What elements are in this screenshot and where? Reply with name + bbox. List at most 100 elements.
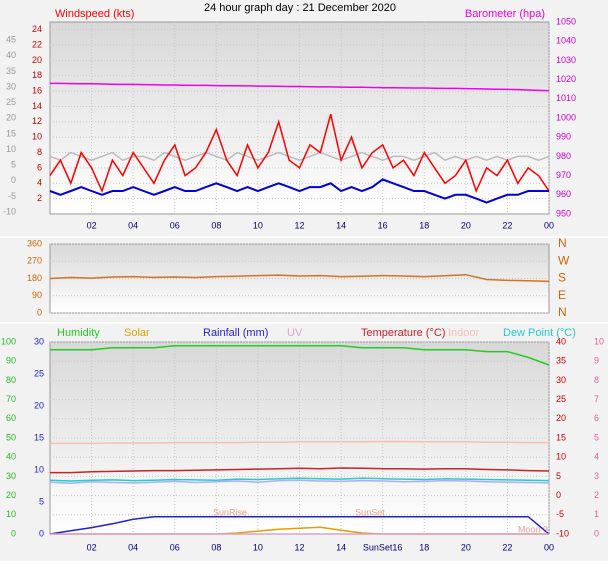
legend-label: Solar	[124, 327, 150, 339]
y-tick-label: 14	[32, 101, 42, 111]
y-tick-label: 16	[32, 85, 42, 95]
x-tick-label: 06	[170, 542, 180, 552]
y-tick-label: 60	[6, 413, 16, 423]
x-tick-label: 00	[544, 542, 554, 552]
y2-tick-label: 1040	[556, 36, 576, 46]
y3-tick-label: 0	[11, 175, 16, 185]
y3-tick-label: -5	[556, 509, 564, 519]
y2-tick-label: 960	[556, 189, 571, 199]
y4-tick-label: 8	[594, 375, 599, 385]
x-tick-label: 04	[128, 220, 138, 230]
x-tick-label: 20	[461, 220, 471, 230]
y-tick-label: 180	[27, 273, 42, 283]
legend-label: Rainfall (mm)	[203, 327, 268, 339]
y3-tick-label: 5	[556, 471, 561, 481]
y-tick-label: 30	[6, 471, 16, 481]
x-tick-label: 10	[253, 542, 263, 552]
y4-tick-label: 3	[594, 471, 599, 481]
y2-tick-label: 1000	[556, 112, 576, 122]
x-tick-label: 06	[170, 220, 180, 230]
legend-label: UV	[287, 327, 303, 339]
y-tick-label: 8	[37, 147, 42, 157]
y3-tick-label: 25	[556, 394, 566, 404]
y2-tick-label: W	[558, 253, 570, 267]
y3-tick-label: 10	[6, 144, 16, 154]
y-tick-label: 0	[11, 528, 16, 538]
y-tick-label: 360	[27, 238, 42, 248]
x-tick-label: 00	[544, 220, 554, 230]
y3-tick-label: 35	[556, 356, 566, 366]
y3-tick-label: 15	[6, 128, 16, 138]
y-tick-label: 6	[37, 162, 42, 172]
series-line	[50, 440, 549, 445]
y3-tick-label: 20	[6, 113, 16, 123]
y2-tick-label: 25	[34, 368, 44, 378]
y2-tick-label: 990	[556, 132, 571, 142]
y2-tick-label: N	[558, 305, 567, 319]
series-line	[49, 178, 549, 204]
y2-tick-label: 5	[39, 496, 44, 506]
y2-tick-label: 30	[34, 336, 44, 346]
x-tick-label: 10	[253, 220, 263, 230]
y2-tick-label: S	[558, 271, 566, 285]
y-tick-label: 18	[32, 70, 42, 80]
y2-tick-label: 10	[34, 464, 44, 474]
x-tick-label: 02	[87, 542, 97, 552]
y3-tick-label: 5	[11, 160, 16, 170]
y-tick-label: 0	[37, 307, 42, 317]
y2-tick-label: 1050	[556, 16, 576, 26]
x-tick-label: 14	[336, 220, 346, 230]
y3-tick-label: 45	[6, 35, 16, 45]
y-tick-label: 80	[6, 375, 16, 385]
y2-tick-label: 970	[556, 170, 571, 180]
legend-label: Barometer (hpa)	[465, 8, 545, 20]
x-tick-label: 20	[461, 542, 471, 552]
x-tick-label: 12	[294, 542, 304, 552]
chart-title: 24 hour graph day : 21 December 2020	[204, 2, 396, 14]
x-tick-label: 12	[294, 220, 304, 230]
x-tick-label: 16	[378, 220, 388, 230]
x-tick-label: 14	[336, 542, 346, 552]
y3-tick-label: 40	[556, 336, 566, 346]
series-line	[49, 273, 550, 283]
y4-tick-label: 2	[594, 490, 599, 500]
series-line	[49, 515, 550, 535]
y-tick-label: 100	[1, 336, 16, 346]
y-tick-label: 24	[32, 24, 42, 34]
x-tick-label: 18	[419, 220, 429, 230]
series-line	[49, 114, 550, 194]
y-tick-label: 270	[27, 256, 42, 266]
y-tick-label: 90	[32, 290, 42, 300]
y4-tick-label: 4	[594, 452, 599, 462]
y-tick-label: 2	[37, 193, 42, 203]
annotation: SunRise	[213, 507, 247, 517]
legend-label: Indoor	[448, 327, 480, 339]
y2-tick-label: 0	[39, 528, 44, 538]
legend-label: Dew Point (°C)	[503, 327, 576, 339]
y3-tick-label: 0	[556, 490, 561, 500]
y2-tick-label: 950	[556, 208, 571, 218]
y-tick-label: 50	[6, 432, 16, 442]
annotation: Moon 9	[518, 524, 548, 534]
x-tick-label: 08	[211, 542, 221, 552]
series-line	[50, 82, 550, 92]
y2-tick-label: 1010	[556, 93, 576, 103]
y3-tick-label: -10	[556, 528, 569, 538]
y-tick-label: 10	[32, 132, 42, 142]
x-tick-label: 18	[419, 542, 429, 552]
y4-tick-label: 6	[594, 413, 599, 423]
y2-tick-label: 20	[34, 400, 44, 410]
y2-tick-label: E	[558, 288, 566, 302]
y4-tick-label: 0	[594, 528, 599, 538]
series-line	[49, 477, 550, 482]
x-tick-label: 02	[87, 220, 97, 230]
y2-tick-label: 1020	[556, 74, 576, 84]
y3-tick-label: 10	[556, 452, 566, 462]
y4-tick-label: 9	[594, 356, 599, 366]
y4-tick-label: 1	[594, 509, 599, 519]
x-tick-label: 22	[502, 542, 512, 552]
y4-tick-label: 10	[594, 336, 604, 346]
y3-tick-label: 30	[556, 375, 566, 385]
y-tick-label: 22	[32, 39, 42, 49]
x-tick-label: 04	[128, 542, 138, 552]
